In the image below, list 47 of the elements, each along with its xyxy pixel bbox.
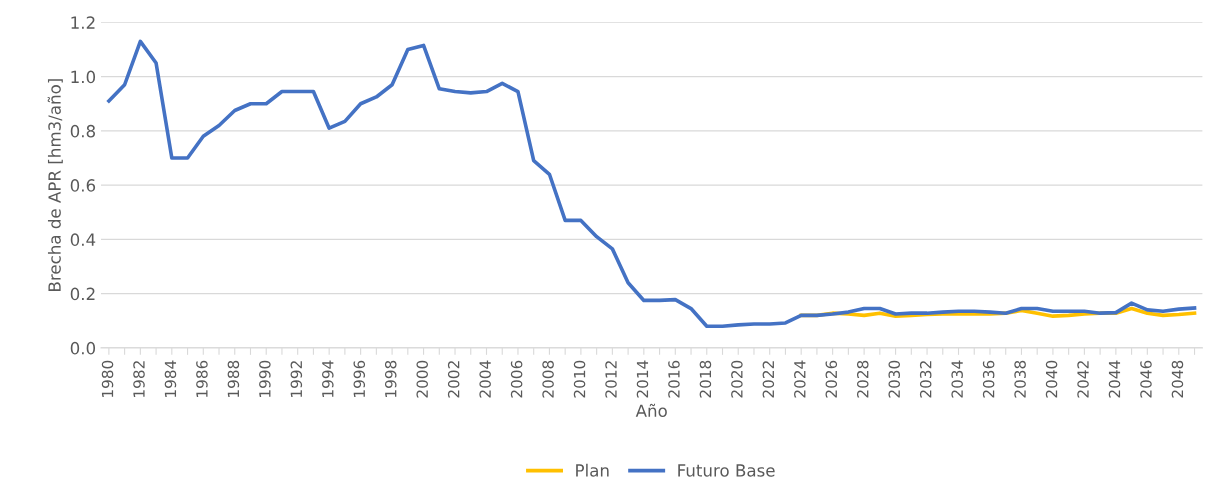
x-tick-label: 1990 <box>259 360 271 397</box>
x-tick-label: 2012 <box>605 361 617 398</box>
y-tick-label: 1.0 <box>71 70 96 84</box>
x-tick-label: 2046 <box>1140 360 1152 398</box>
x-tick-label: 2014 <box>636 360 649 398</box>
x-tick-label: 2026 <box>825 360 838 398</box>
x-axis-title: Año <box>635 403 667 418</box>
y-tick-label: 1.2 <box>71 16 95 29</box>
y-tick-label: 0.4 <box>70 233 96 246</box>
x-tick-label: 2020 <box>731 360 743 398</box>
x-tick-label: 2036 <box>982 360 995 398</box>
x-tick-label: 2010 <box>573 360 586 398</box>
x-tick-label: 1998 <box>384 360 397 397</box>
y-tick-label: 0.2 <box>70 287 95 301</box>
x-tick-label: 1980 <box>101 360 114 397</box>
x-tick-label: 1988 <box>227 360 240 397</box>
x-tick-label: 2022 <box>762 361 775 398</box>
x-tick-label: 2016 <box>668 360 680 398</box>
x-tick-label: 2040 <box>1045 360 1058 398</box>
y-tick-label: 0.8 <box>70 124 96 138</box>
x-tick-label: 1994 <box>322 360 334 397</box>
y-tick-label: 0.6 <box>70 179 96 192</box>
x-tick-label: 2000 <box>416 360 428 398</box>
line-series <box>107 39 1197 329</box>
x-tick-label: 2048 <box>1171 360 1184 398</box>
x-tick-label: 2028 <box>856 360 869 398</box>
x-tick-label: 1996 <box>353 360 366 397</box>
x-tick-label: 2006 <box>510 360 523 398</box>
x-tick-label: 2038 <box>1014 360 1026 398</box>
x-tick-label: 2018 <box>699 360 712 398</box>
x-tick-label: 1982 <box>133 361 145 397</box>
x-tick-label: 1992 <box>290 361 303 397</box>
y-axis-title: Brecha de APR [hm3/año] <box>47 79 63 291</box>
x-tick-label: 2032 <box>919 361 932 398</box>
x-tick-label: 2002 <box>447 361 460 398</box>
legend-label: Plan <box>576 463 609 477</box>
x-tick-label: 1984 <box>164 360 177 397</box>
x-tick-label: 1986 <box>196 360 208 397</box>
x-tick-label: 2044 <box>1108 360 1121 398</box>
y-tick-label: 0.0 <box>70 341 96 355</box>
x-tick-label: 2004 <box>479 360 491 398</box>
legend-label: Futuro Base <box>678 464 775 477</box>
x-tick-label: 2030 <box>888 360 901 398</box>
x-tick-label: 2042 <box>1077 361 1089 398</box>
x-tick-label: 2024 <box>794 360 806 398</box>
x-tick-label: 2034 <box>951 360 963 398</box>
x-tick-label: 2008 <box>542 360 554 398</box>
